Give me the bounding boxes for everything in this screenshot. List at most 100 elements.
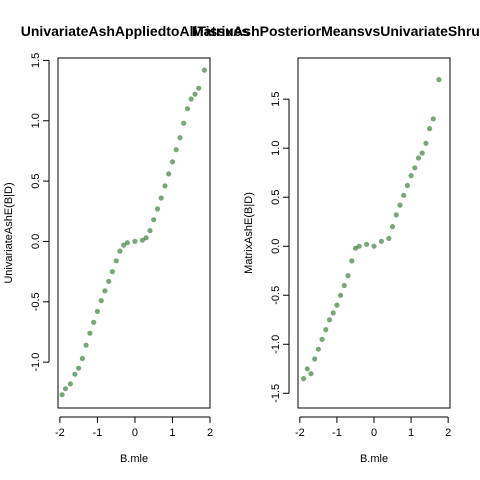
x-tick-label: 0 <box>371 427 377 439</box>
data-point <box>158 195 164 201</box>
data-point <box>143 235 149 241</box>
data-point <box>106 278 112 284</box>
y-tick-label: 0.0 <box>30 234 42 249</box>
data-point <box>201 67 207 73</box>
plot-frame <box>57 57 211 409</box>
data-point <box>83 342 89 348</box>
x-axis-label: B.mle <box>360 453 388 465</box>
data-point <box>308 371 314 377</box>
panel-univariate: UnivariateAshAppliedtoAllTissues -2 -1 0 1 2… <box>3 23 249 465</box>
y-tick-label: -1.0 <box>30 353 42 372</box>
data-point <box>102 288 108 294</box>
data-point <box>364 241 370 247</box>
data-point <box>162 183 168 189</box>
plot-frame <box>297 57 451 409</box>
y-tick-label: 0.0 <box>270 239 282 254</box>
y-tick-label: 1.0 <box>270 141 282 156</box>
chart-title-matrix-ash: MatrixAshPosteriorMeansvsUnivariateShrun… <box>192 23 480 39</box>
data-point <box>334 302 340 308</box>
y-axis: -1.5 -1.0 -0.5 0.0 0.5 1.0 1.5 <box>270 92 290 403</box>
data-point <box>139 237 145 243</box>
x-axis: -2 -1 0 1 2 <box>295 416 451 439</box>
data-point <box>304 366 310 372</box>
data-point <box>181 120 187 126</box>
chart-title-univariate: UnivariateAshAppliedtoAllTissues <box>21 23 250 39</box>
data-point <box>59 392 65 398</box>
data-point <box>356 243 362 249</box>
data-point <box>67 381 73 387</box>
data-point <box>427 126 433 132</box>
x-tick-label: -2 <box>295 427 305 439</box>
x-tick-label: -2 <box>55 427 65 439</box>
x-axis: -2 -1 0 1 2 <box>55 416 213 439</box>
data-point <box>147 228 153 234</box>
data-point <box>109 269 115 275</box>
x-tick-label: 1 <box>408 427 414 439</box>
data-point <box>389 224 396 230</box>
y-tick-label: 0.5 <box>30 173 42 188</box>
data-point <box>166 171 172 177</box>
data-point <box>184 106 191 112</box>
data-point <box>192 91 198 97</box>
data-point <box>72 371 78 377</box>
data-point <box>312 356 318 362</box>
data-point <box>196 85 202 91</box>
x-tick-label: 1 <box>169 427 175 439</box>
data-point <box>423 140 429 146</box>
data-point <box>393 212 399 218</box>
data-point <box>177 135 183 141</box>
x-tick-label: -1 <box>332 427 342 439</box>
data-point <box>401 192 407 198</box>
data-point <box>132 238 138 244</box>
data-point <box>79 355 85 362</box>
data-point <box>326 317 333 323</box>
panel-matrix-ash: MatrixAshPosteriorMeansvsUnivariateShrun… <box>192 23 480 465</box>
data-point <box>87 330 93 336</box>
y-tick-label: 1.5 <box>30 53 42 68</box>
data-point <box>188 96 194 102</box>
data-point <box>121 242 127 248</box>
data-point <box>315 346 321 352</box>
data-point <box>408 173 414 179</box>
y-tick-label: -0.5 <box>30 292 42 311</box>
y-tick-label: 1.0 <box>30 113 42 128</box>
x-tick-label: 2 <box>207 427 213 439</box>
x-axis-label: B.mle <box>120 453 148 465</box>
data-point <box>91 319 97 325</box>
data-point <box>371 243 377 249</box>
data-point <box>338 292 344 298</box>
data-point <box>386 235 392 241</box>
data-point <box>62 386 69 392</box>
data-point <box>436 77 442 83</box>
data-point <box>397 202 403 208</box>
data-point <box>345 273 351 279</box>
data-point <box>341 282 347 289</box>
data-point <box>151 217 157 223</box>
data-point <box>124 240 130 246</box>
data-points <box>301 77 442 382</box>
y-axis-label: UnivariateAshE(B|D) <box>3 182 15 283</box>
data-point <box>169 159 176 165</box>
x-tick-label: 2 <box>445 427 451 439</box>
data-point <box>98 298 104 304</box>
y-tick-label: 0.5 <box>270 190 282 205</box>
y-axis-label: MatrixAshE(B|D) <box>243 192 255 274</box>
data-point <box>349 258 355 264</box>
data-point <box>323 327 329 333</box>
y-tick-label: 1.5 <box>270 92 282 107</box>
data-point <box>404 182 410 189</box>
data-point <box>301 376 307 382</box>
data-point <box>412 165 418 171</box>
data-point <box>173 147 179 153</box>
data-point <box>330 310 336 316</box>
data-point <box>117 248 123 254</box>
x-tick-label: 0 <box>132 427 138 439</box>
data-point <box>154 206 161 212</box>
data-point <box>113 258 119 264</box>
y-tick-label: -1.5 <box>270 384 282 403</box>
data-point <box>415 155 422 161</box>
y-tick-label: -0.5 <box>270 286 282 305</box>
y-axis: -1.0 -0.5 0.0 0.5 1.0 1.5 <box>30 53 50 372</box>
data-point <box>76 365 82 371</box>
